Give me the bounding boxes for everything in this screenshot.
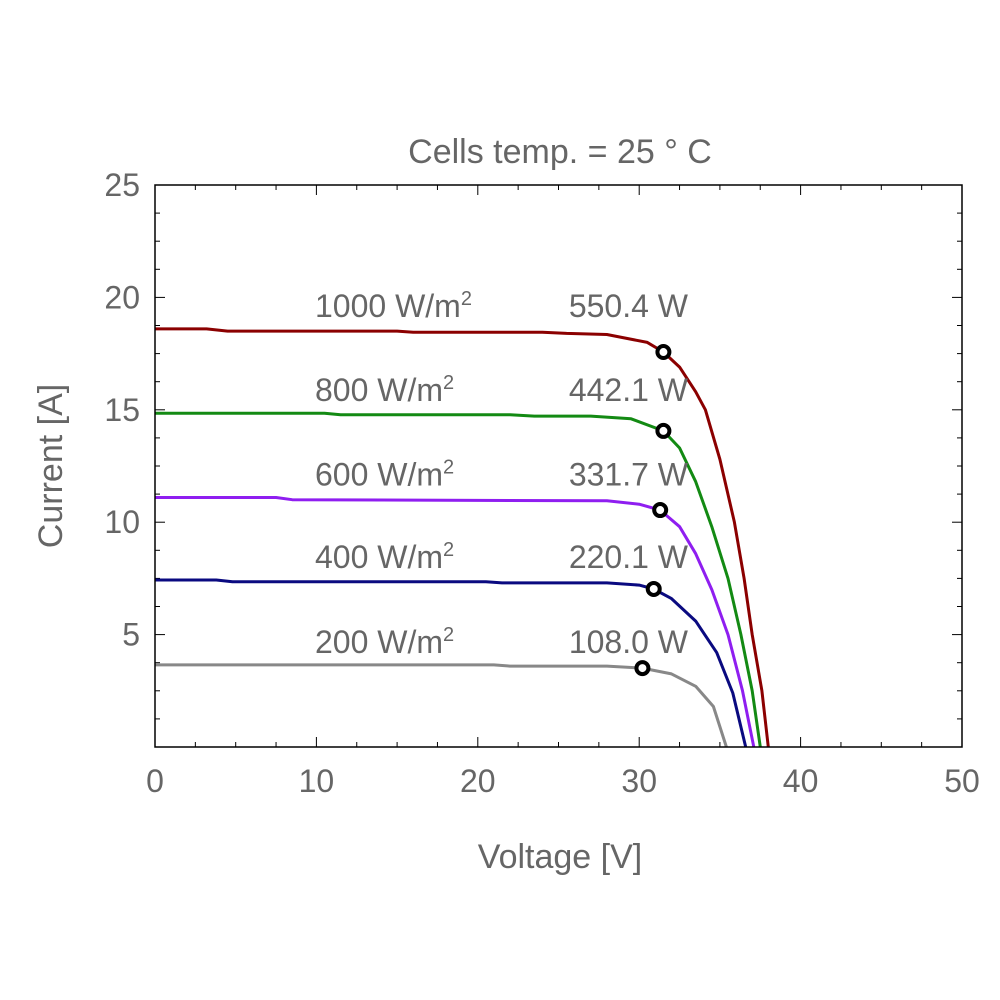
power-label: 331.7 W <box>569 456 689 492</box>
mpp-marker <box>652 502 669 519</box>
series-label: 400 W/m2 <box>315 539 454 575</box>
series-group: 1000 W/m2 550.4 W <box>155 288 770 748</box>
x-tick-label: 40 <box>783 763 819 799</box>
mpp-marker <box>634 660 651 677</box>
series-group: 200 W/m2 108.0 W <box>155 624 728 748</box>
series-group: 800 W/m2 442.1 W <box>155 372 762 748</box>
x-tick-label: 50 <box>944 763 980 799</box>
x-tick-label: 0 <box>146 763 164 799</box>
superscript: 2 <box>461 288 472 310</box>
plot-frame <box>154 184 963 748</box>
series-label: 600 W/m2 <box>315 456 454 492</box>
series-label: 800 W/m2 <box>315 372 454 408</box>
y-tick-label: 10 <box>104 504 140 540</box>
y-tick-label: 15 <box>104 392 140 428</box>
y-axis-label: Current [A] <box>32 384 70 548</box>
power-label: 108.0 W <box>569 624 689 660</box>
series-line <box>155 578 748 748</box>
mpp-marker <box>645 580 662 597</box>
superscript: 2 <box>443 372 454 394</box>
series-line <box>155 663 728 748</box>
y-tick-label: 25 <box>104 167 140 203</box>
superscript: 2 <box>443 456 454 478</box>
x-tick-label: 10 <box>299 763 335 799</box>
superscript: 2 <box>443 539 454 561</box>
chart-title: Cells temp. = 25 ° C <box>408 133 712 171</box>
power-label: 442.1 W <box>569 372 689 408</box>
x-tick-label: 30 <box>621 763 657 799</box>
mpp-marker <box>655 422 672 439</box>
y-tick-label: 20 <box>104 279 140 315</box>
series-line <box>155 496 756 748</box>
power-label: 220.1 W <box>569 539 689 575</box>
mpp-marker <box>655 344 672 361</box>
series-group: 600 W/m2 331.7 W <box>155 456 756 748</box>
x-axis-label: Voltage [V] <box>478 838 642 876</box>
series-group: 400 W/m2 220.1 W <box>155 539 748 748</box>
y-tick-label: 5 <box>122 617 140 653</box>
series-label: 1000 W/m2 <box>315 288 472 324</box>
series-label: 200 W/m2 <box>315 624 454 660</box>
power-label: 550.4 W <box>569 288 689 324</box>
x-tick-label: 20 <box>460 763 496 799</box>
superscript: 2 <box>443 624 454 646</box>
